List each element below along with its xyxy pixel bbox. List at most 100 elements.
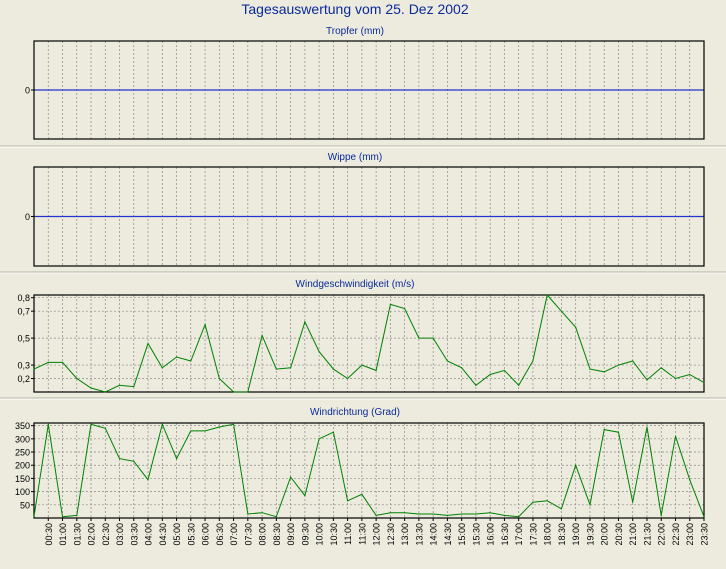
y-tick-label: 0,3 <box>17 361 30 371</box>
chart-panel-2: Wippe (mm) 0 <box>0 152 726 274</box>
y-tick-label: 0 <box>25 212 30 222</box>
data-point <box>674 377 677 380</box>
y-tick-label: 50 <box>20 500 30 510</box>
plot-area <box>34 295 704 392</box>
data-point <box>232 423 235 425</box>
x-tick-label: 21:30 <box>642 523 652 546</box>
x-tick-label: 23:30 <box>700 523 710 546</box>
y-tick-label: 0,8 <box>17 293 30 303</box>
x-tick-label: 14:30 <box>443 523 453 546</box>
y-tick-label: 300 <box>15 434 30 444</box>
data-point <box>560 310 563 312</box>
y-tick-label: 250 <box>15 448 30 458</box>
data-point <box>632 501 634 503</box>
data-point <box>33 516 35 518</box>
plot-area <box>34 423 704 518</box>
x-tick-label: 20:00 <box>600 523 610 546</box>
data-point <box>175 356 178 358</box>
chart-panel-1: Tropfer (mm) 0 <box>0 26 726 148</box>
data-point <box>275 516 277 518</box>
data-point <box>247 391 249 393</box>
x-tick-label: 05:30 <box>186 523 196 546</box>
data-point <box>318 438 320 440</box>
data-point <box>432 337 434 339</box>
data-point <box>247 513 249 515</box>
data-point <box>446 514 449 516</box>
x-tick-label: 08:30 <box>272 523 282 546</box>
x-tick-label: 16:30 <box>500 523 510 546</box>
x-tick-label: 06:30 <box>215 523 225 546</box>
x-tick-label: 05:00 <box>172 523 182 546</box>
series-line <box>33 422 705 518</box>
data-point <box>461 513 463 515</box>
data-point <box>646 379 648 381</box>
data-point <box>147 479 149 481</box>
data-point <box>104 427 106 429</box>
data-point <box>375 369 377 372</box>
x-tick-label: 09:30 <box>300 523 310 546</box>
x-tick-label: 18:30 <box>557 523 567 546</box>
x-tick-label: 15:00 <box>457 523 467 546</box>
data-point <box>304 321 306 323</box>
x-tick-label: 21:00 <box>628 523 638 546</box>
panel-title: Tropfer (mm) <box>326 26 384 37</box>
data-point <box>133 460 135 462</box>
data-point <box>503 514 506 516</box>
y-tick-label: 0 <box>25 86 30 96</box>
data-point <box>204 430 206 432</box>
data-point <box>546 294 548 296</box>
x-tick-label: 19:30 <box>585 523 595 546</box>
x-tick-label: 14:00 <box>429 523 439 546</box>
x-tick-label: 10:30 <box>329 523 339 546</box>
y-tick-label: 350 <box>15 421 30 431</box>
data-point <box>560 508 563 510</box>
plot-frame <box>33 422 705 519</box>
data-point <box>161 367 163 369</box>
x-tick-label: 18:00 <box>543 523 553 546</box>
data-point <box>218 426 220 428</box>
data-point <box>90 387 92 389</box>
x-tick-label: 13:30 <box>414 523 424 546</box>
data-point <box>589 368 591 370</box>
x-tick-label: 13:00 <box>400 523 410 546</box>
chart-panel-3: Windgeschwindigkeit (m/s) 0,2 0,3 0,5 0,7 0,8 <box>0 279 726 400</box>
data-point <box>76 514 78 516</box>
data-point <box>190 360 192 362</box>
data-point <box>261 512 263 514</box>
x-tick-label: 15:30 <box>471 523 481 546</box>
x-tick-label: 01:00 <box>58 523 68 546</box>
y-tick-label: 200 <box>15 461 30 471</box>
data-point <box>375 514 377 516</box>
x-tick-label: 07:30 <box>243 523 253 546</box>
data-point <box>33 368 35 370</box>
y-tick-label: 0,7 <box>17 307 30 317</box>
data-point <box>674 435 677 437</box>
x-tick-label: 04:30 <box>158 523 168 546</box>
data-point <box>61 516 64 518</box>
x-tick-label: 01:30 <box>72 523 82 546</box>
data-point <box>161 423 163 425</box>
data-point <box>660 367 662 369</box>
x-tick-label: 20:30 <box>614 523 624 546</box>
x-tick-label: 12:30 <box>386 523 396 546</box>
panel-title: Wippe (mm) <box>328 152 382 163</box>
data-point <box>104 391 106 393</box>
data-point <box>204 324 206 326</box>
x-axis: 00:30 01:00 01:30 02:00 02:30 03:00 03:30 04:00… <box>44 518 710 546</box>
data-point <box>475 384 477 386</box>
x-tick-label: 22:30 <box>671 523 681 546</box>
data-point <box>232 391 235 393</box>
x-tick-label: 09:00 <box>286 523 296 546</box>
data-point <box>446 360 449 362</box>
data-point <box>404 307 406 310</box>
data-point <box>646 426 648 428</box>
data-point <box>632 360 634 362</box>
x-tick-label: 12:00 <box>372 523 382 546</box>
y-tick-label: 0,5 <box>17 334 30 344</box>
data-point <box>689 479 691 481</box>
x-tick-label: 17:00 <box>514 523 524 546</box>
data-point <box>475 513 477 515</box>
data-point <box>361 364 363 366</box>
data-point <box>118 384 121 386</box>
